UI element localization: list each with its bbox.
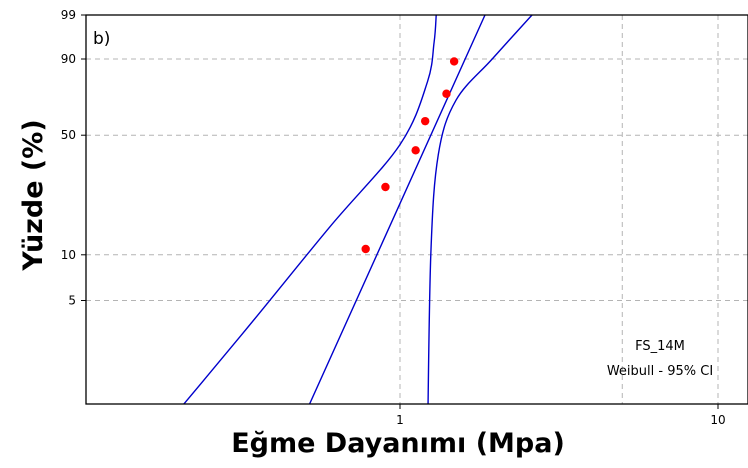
y-tick-label: 50 [61, 128, 76, 142]
x-tick-label: 10 [710, 413, 725, 427]
data-points [361, 57, 459, 254]
data-point [420, 116, 430, 126]
upper-ci-line [427, 15, 533, 404]
panel-label: b) [93, 29, 110, 49]
x-axis-label: Eğme Dayanımı (Mpa) [231, 428, 565, 459]
fit-and-ci-lines [182, 15, 533, 404]
x-tick-label: 1 [396, 413, 404, 427]
x-axis-ticks: 1 10 [396, 404, 726, 427]
data-point [381, 182, 390, 192]
y-tick-label: 10 [61, 248, 76, 262]
data-point [411, 146, 420, 155]
annotation-line-2: Weibull - 95% CI [607, 364, 713, 379]
plot-frame [85, 14, 748, 405]
y-axis-ticks: 99 90 50 10 5 [61, 8, 86, 307]
grid-lines [86, 14, 748, 404]
y-tick-label: 5 [68, 293, 76, 307]
data-point [442, 89, 451, 98]
data-point [361, 244, 370, 254]
y-axis-label: Yüzde (%) [18, 119, 49, 271]
annotation-line-1: FS_14M [635, 339, 685, 354]
data-point [449, 57, 459, 66]
fit-line [308, 15, 486, 404]
y-tick-label: 99 [61, 8, 76, 22]
y-tick-label: 90 [61, 52, 76, 66]
lower-ci-line [182, 15, 437, 404]
